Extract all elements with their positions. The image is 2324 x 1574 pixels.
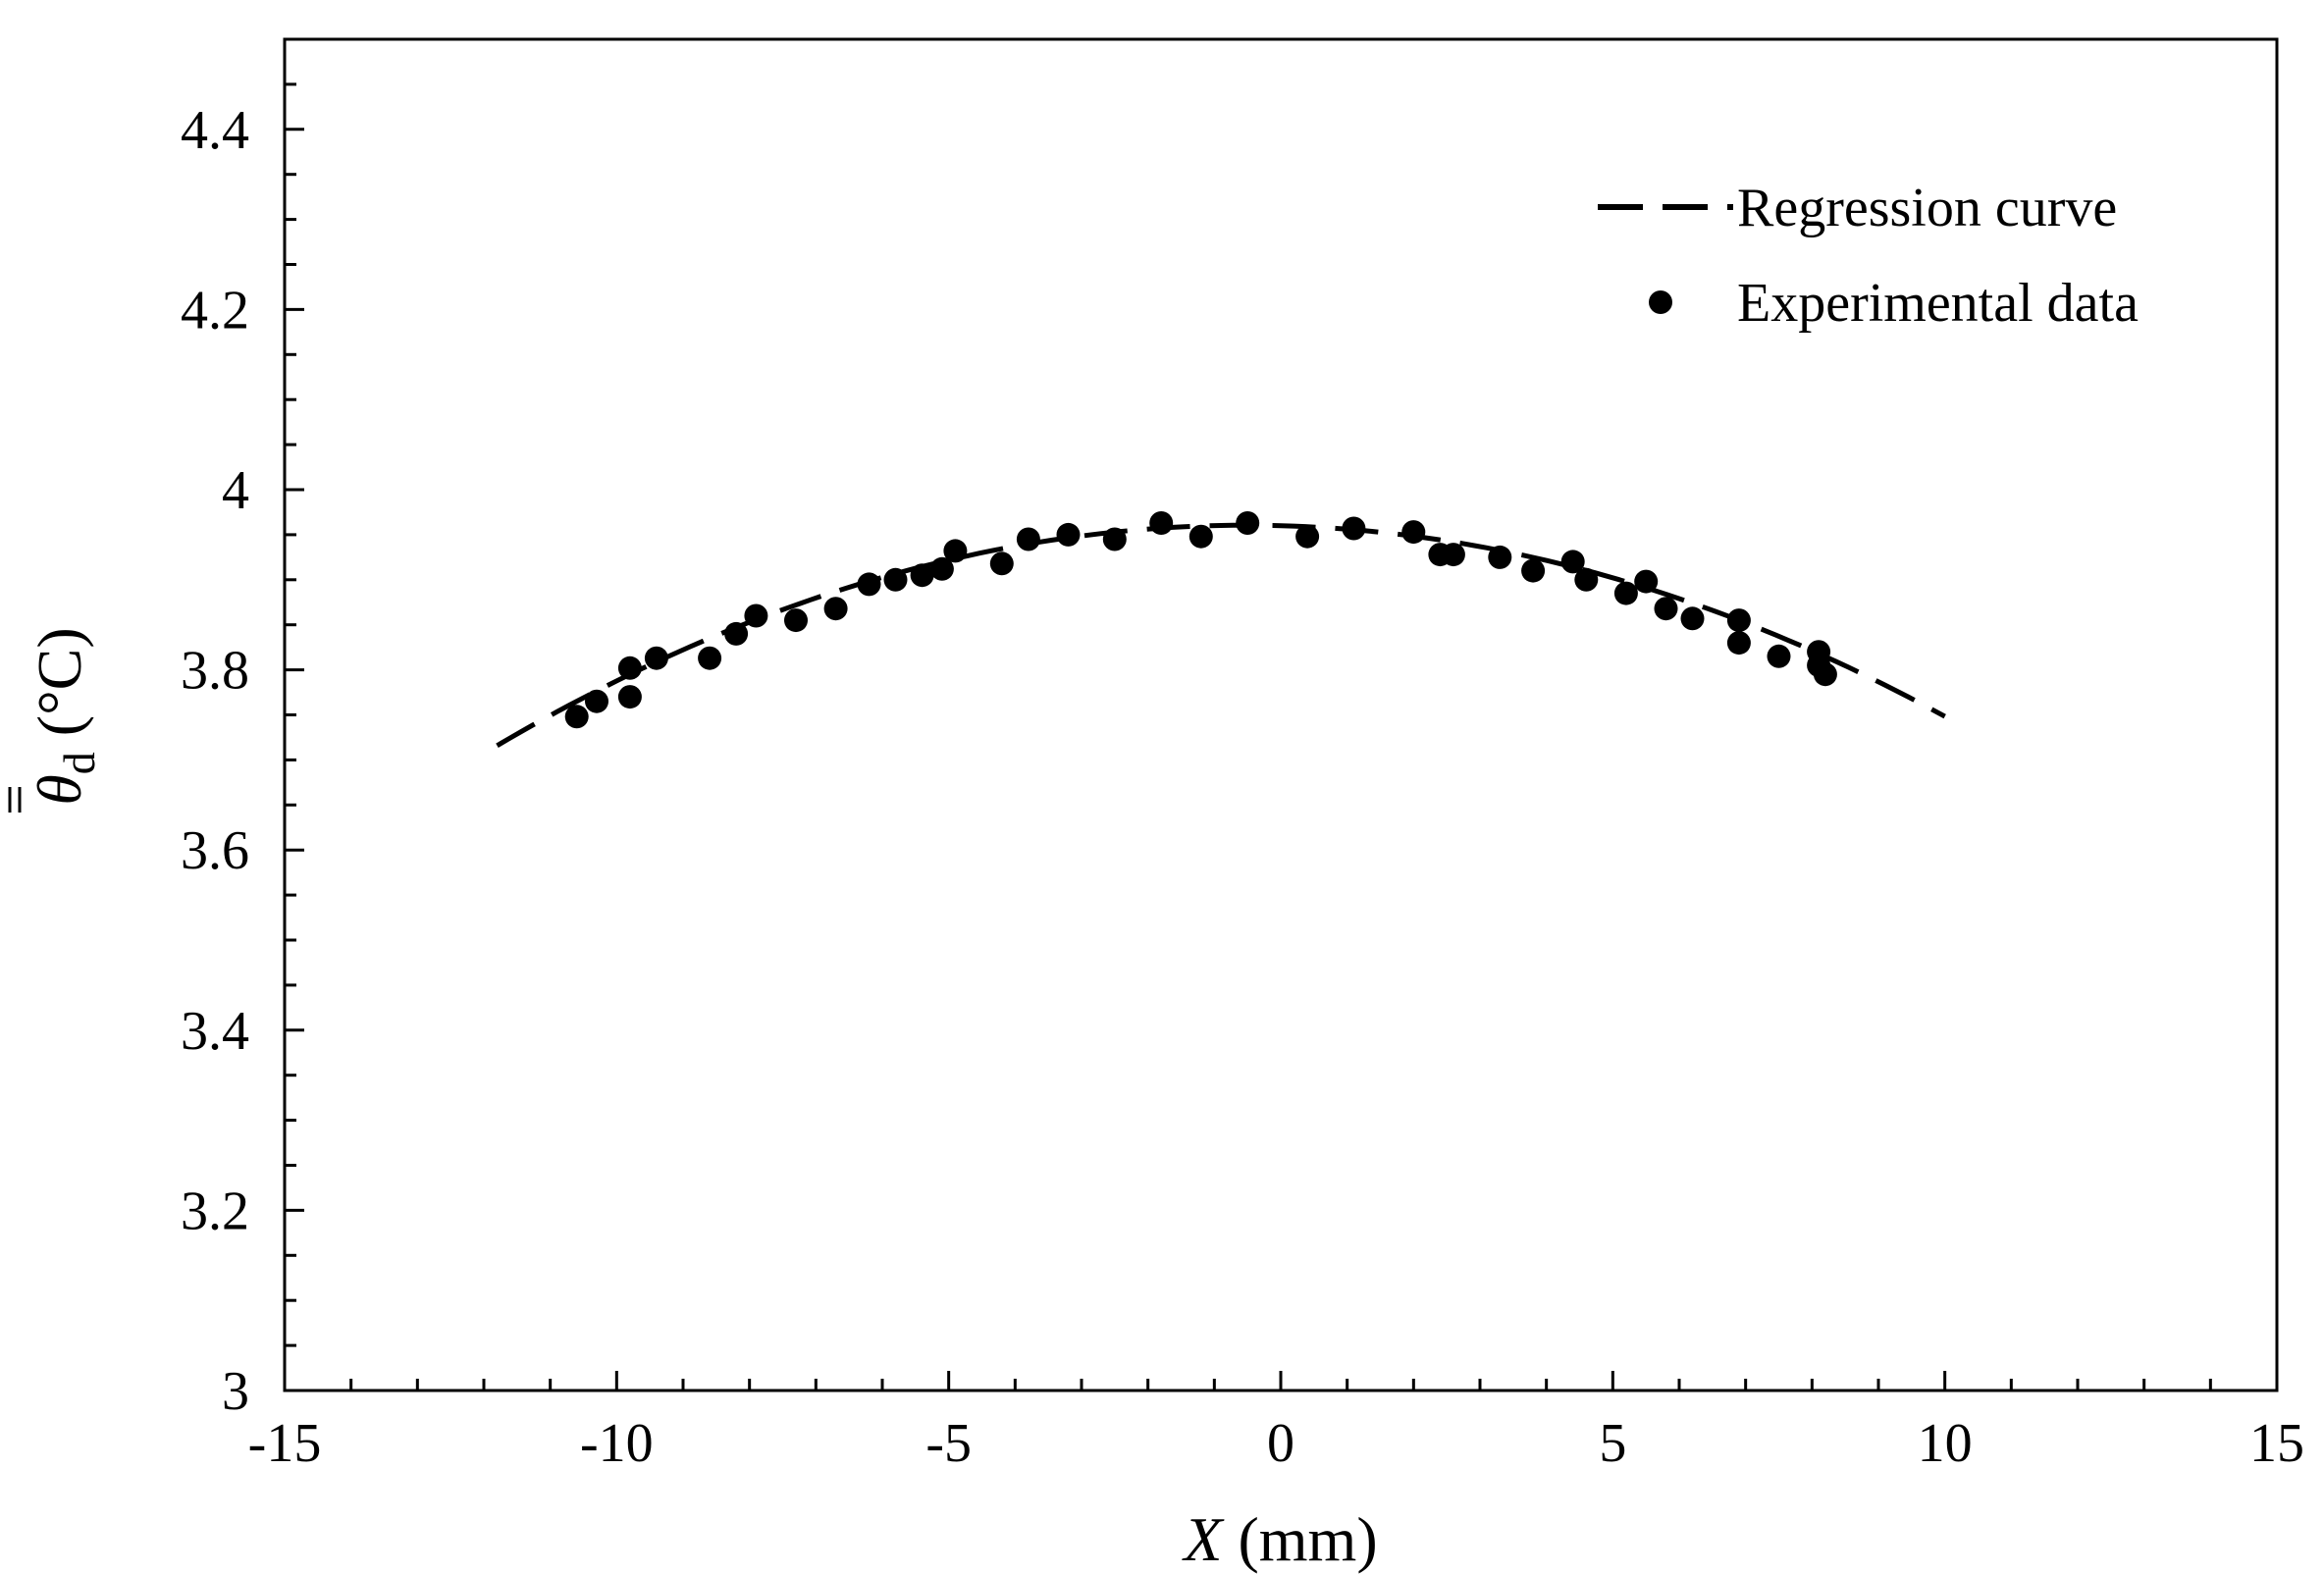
x-tick-label: 10 bbox=[1918, 1413, 1973, 1474]
data-point bbox=[644, 646, 668, 670]
y-axis-title-sub: d bbox=[54, 752, 104, 774]
data-point bbox=[744, 603, 768, 628]
data-point bbox=[617, 656, 642, 680]
x-axis: -15 -10 -5 0 5 10 15 bbox=[248, 1371, 2304, 1474]
x-tick-label: -5 bbox=[925, 1413, 972, 1474]
data-point bbox=[883, 567, 908, 592]
data-point bbox=[1102, 527, 1127, 551]
x-tick-label: 5 bbox=[1599, 1413, 1626, 1474]
y-tick-label: 3.8 bbox=[181, 641, 249, 702]
y-tick-label: 3 bbox=[222, 1361, 249, 1422]
y-axis-title: θd (°C) bbox=[8, 627, 104, 813]
x-tick-label: 15 bbox=[2249, 1413, 2304, 1474]
data-point bbox=[823, 597, 848, 621]
data-point bbox=[1726, 631, 1751, 656]
x-axis-title-unit: (mm) bbox=[1222, 1504, 1377, 1574]
data-point bbox=[910, 563, 934, 588]
data-point bbox=[1634, 569, 1659, 594]
y-tick-label: 4.4 bbox=[181, 100, 249, 161]
data-point bbox=[1767, 644, 1791, 668]
data-point bbox=[1149, 511, 1174, 535]
data-point bbox=[1654, 597, 1678, 621]
data-point bbox=[1188, 524, 1213, 549]
x-axis-title-var: X bbox=[1181, 1504, 1225, 1574]
data-point bbox=[1560, 550, 1585, 574]
data-point bbox=[1056, 522, 1081, 547]
data-point bbox=[1488, 545, 1512, 569]
y-axis-title-var: θ bbox=[25, 774, 94, 805]
y-tick-label: 3.2 bbox=[181, 1180, 249, 1241]
legend: Regression curve Experimental data bbox=[1598, 178, 2139, 334]
x-axis-title: X (mm) bbox=[1181, 1504, 1377, 1574]
data-point bbox=[1521, 558, 1546, 583]
data-point bbox=[1680, 606, 1705, 631]
legend-dot-icon bbox=[1649, 290, 1672, 314]
y-axis-title-unit: (°C) bbox=[25, 627, 94, 752]
data-point bbox=[989, 551, 1014, 576]
data-point bbox=[585, 689, 608, 713]
data-point bbox=[784, 608, 808, 633]
data-point bbox=[1726, 608, 1751, 633]
x-tick-label: -10 bbox=[580, 1413, 654, 1474]
y-tick-label: 4.2 bbox=[181, 280, 249, 341]
x-tick-label: 0 bbox=[1267, 1413, 1294, 1474]
data-point bbox=[1236, 511, 1260, 535]
data-point bbox=[1295, 524, 1320, 549]
data-point bbox=[1574, 567, 1599, 592]
points-layer bbox=[564, 511, 1837, 729]
legend-label-regression: Regression curve bbox=[1737, 178, 2117, 238]
data-point bbox=[1016, 527, 1040, 551]
data-point bbox=[1813, 662, 1837, 687]
data-point bbox=[724, 621, 749, 646]
data-point bbox=[564, 705, 589, 729]
y-axis-title-text: θd (°C) bbox=[25, 627, 104, 805]
data-point bbox=[929, 556, 954, 581]
legend-label-experimental: Experimental data bbox=[1737, 273, 2139, 334]
data-point bbox=[1342, 516, 1366, 541]
data-point bbox=[1613, 581, 1638, 605]
data-point bbox=[1441, 543, 1465, 567]
y-tick-label: 3.6 bbox=[181, 820, 249, 881]
data-point bbox=[698, 646, 722, 670]
y-tick-label: 4 bbox=[222, 460, 249, 521]
y-tick-label: 3.4 bbox=[181, 1001, 249, 1062]
data-point bbox=[943, 539, 968, 563]
y-axis: 3 3.2 3.4 3.6 3.8 4 4.2 4.4 bbox=[181, 82, 304, 1422]
x-tick-label: -15 bbox=[248, 1413, 322, 1474]
data-point bbox=[1401, 520, 1426, 545]
data-point bbox=[617, 685, 642, 709]
data-point bbox=[857, 572, 881, 597]
